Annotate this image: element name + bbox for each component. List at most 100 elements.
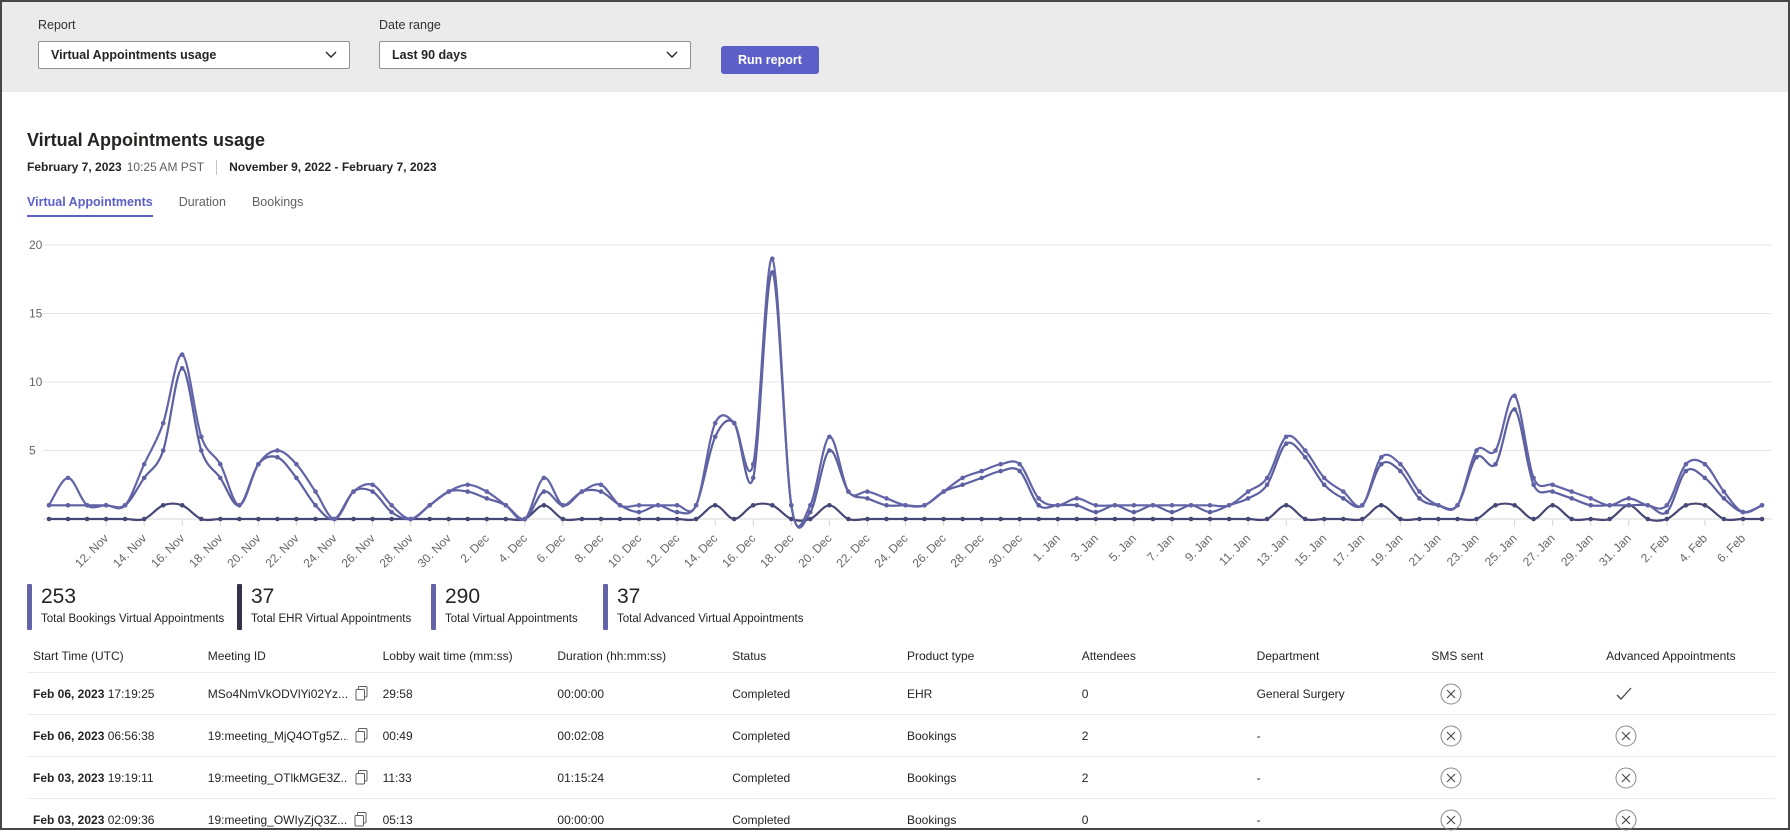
column-header: Meeting ID: [202, 640, 377, 673]
copy-meeting-id-button[interactable]: [355, 686, 368, 701]
report-dropdown-value: Virtual Appointments usage: [51, 48, 216, 62]
advanced-appointments-cell: [1600, 799, 1775, 840]
svg-text:18. Dec: 18. Dec: [757, 531, 796, 570]
date-range-label: Date range: [379, 18, 691, 32]
svg-text:26. Dec: 26. Dec: [910, 531, 949, 570]
tile-label: Total Bookings Virtual Appointments: [41, 613, 224, 625]
tile-total-virtual: 290 Total Virtual Appointments: [431, 584, 589, 630]
report-dropdown[interactable]: Virtual Appointments usage: [38, 41, 350, 69]
lobby-wait-cell: 05:13: [377, 799, 552, 840]
status-cell: Completed: [726, 673, 901, 715]
column-header: Status: [726, 640, 901, 673]
svg-text:27. Jan: 27. Jan: [1520, 531, 1558, 569]
svg-text:5: 5: [29, 444, 36, 458]
duration-cell: 00:00:00: [551, 799, 726, 840]
tile-value: 37: [617, 585, 803, 609]
product-type-cell: Bookings: [901, 715, 1076, 757]
copy-meeting-id-button[interactable]: [355, 728, 368, 743]
svg-text:15. Jan: 15. Jan: [1292, 531, 1330, 569]
svg-text:1. Jan: 1. Jan: [1030, 531, 1063, 564]
column-header: Advanced Appointments: [1600, 640, 1775, 673]
duration-cell: 00:02:08: [551, 715, 726, 757]
department-cell: -: [1251, 757, 1426, 799]
svg-text:6. Feb: 6. Feb: [1714, 531, 1748, 565]
status-cell: Completed: [726, 799, 901, 840]
tile-total-ehr: 37 Total EHR Virtual Appointments: [237, 584, 417, 630]
svg-text:14. Nov: 14. Nov: [110, 531, 149, 570]
chevron-down-icon: [666, 51, 678, 59]
date-range-field: Date range Last 90 days: [379, 18, 691, 69]
tab-virtual-appointments[interactable]: Virtual Appointments: [27, 195, 153, 217]
report-label: Report: [38, 18, 350, 32]
svg-text:23. Jan: 23. Jan: [1444, 531, 1482, 569]
svg-text:30. Nov: 30. Nov: [415, 531, 454, 570]
svg-text:22. Dec: 22. Dec: [833, 531, 872, 570]
svg-text:11. Jan: 11. Jan: [1216, 531, 1253, 568]
svg-text:4. Dec: 4. Dec: [496, 531, 530, 565]
column-header: Department: [1251, 640, 1426, 673]
svg-text:8. Dec: 8. Dec: [572, 531, 606, 565]
summary-tiles: 253 Total Bookings Virtual Appointments …: [27, 584, 1788, 634]
x-circle-icon: [1439, 766, 1463, 790]
column-header: SMS sent: [1425, 640, 1600, 673]
svg-text:20. Nov: 20. Nov: [224, 531, 263, 570]
svg-text:29. Jan: 29. Jan: [1558, 531, 1596, 569]
column-header: Lobby wait time (mm:ss): [377, 640, 552, 673]
svg-text:16. Dec: 16. Dec: [719, 531, 758, 570]
column-header: Start Time (UTC): [27, 640, 202, 673]
tile-label: Total Virtual Appointments: [445, 613, 578, 625]
svg-text:31. Jan: 31. Jan: [1596, 531, 1634, 569]
duration-cell: 01:15:24: [551, 757, 726, 799]
svg-text:28. Nov: 28. Nov: [377, 531, 416, 570]
department-cell: -: [1251, 799, 1426, 840]
meeting-id-cell: 19:meeting_MjQ4OTg5Z...: [202, 715, 377, 757]
column-header: Attendees: [1076, 640, 1251, 673]
run-report-button[interactable]: Run report: [721, 46, 819, 74]
report-tabs: Virtual Appointments Duration Bookings: [27, 195, 1788, 217]
svg-text:4. Feb: 4. Feb: [1676, 531, 1710, 565]
svg-text:30. Dec: 30. Dec: [986, 531, 1025, 570]
svg-text:17. Jan: 17. Jan: [1330, 531, 1368, 569]
tile-value: 253: [41, 585, 224, 609]
start-time-cell: Feb 06, 2023 17:19:25: [27, 673, 202, 715]
report-meta: February 7, 2023 10:25 AM PST November 9…: [27, 159, 1788, 175]
tab-bookings[interactable]: Bookings: [252, 195, 303, 217]
svg-text:26. Nov: 26. Nov: [339, 531, 378, 570]
x-circle-icon: [1439, 682, 1463, 706]
tile-label: Total EHR Virtual Appointments: [251, 613, 411, 625]
svg-text:24. Nov: 24. Nov: [300, 531, 339, 570]
sms-sent-cell: [1425, 799, 1600, 840]
attendees-cell: 2: [1076, 757, 1251, 799]
report-field: Report Virtual Appointments usage: [38, 18, 350, 69]
report-content: Virtual Appointments usage February 7, 2…: [2, 92, 1788, 840]
lobby-wait-cell: 11:33: [377, 757, 552, 799]
product-type-cell: EHR: [901, 673, 1076, 715]
column-header: Duration (hh:mm:ss): [551, 640, 726, 673]
tile-accent-bar: [431, 584, 436, 630]
product-type-cell: Bookings: [901, 757, 1076, 799]
advanced-appointments-cell: [1600, 715, 1775, 757]
generated-date: February 7, 2023: [27, 160, 122, 174]
date-range-dropdown-value: Last 90 days: [392, 48, 467, 62]
tile-total-bookings: 253 Total Bookings Virtual Appointments: [27, 584, 223, 630]
tile-label: Total Advanced Virtual Appointments: [617, 613, 803, 625]
svg-text:15: 15: [29, 307, 43, 321]
department-cell: General Surgery: [1251, 673, 1426, 715]
svg-text:2. Dec: 2. Dec: [457, 531, 491, 565]
date-range-dropdown[interactable]: Last 90 days: [379, 41, 691, 69]
status-cell: Completed: [726, 757, 901, 799]
svg-text:13. Jan: 13. Jan: [1254, 531, 1292, 569]
svg-text:19. Jan: 19. Jan: [1368, 531, 1406, 569]
copy-meeting-id-button[interactable]: [355, 770, 368, 785]
copy-meeting-id-button[interactable]: [354, 812, 367, 827]
svg-text:12. Dec: 12. Dec: [643, 531, 682, 570]
department-cell: -: [1251, 715, 1426, 757]
tab-duration[interactable]: Duration: [179, 195, 226, 217]
svg-text:2. Feb: 2. Feb: [1638, 531, 1672, 565]
check-icon: [1614, 686, 1634, 702]
